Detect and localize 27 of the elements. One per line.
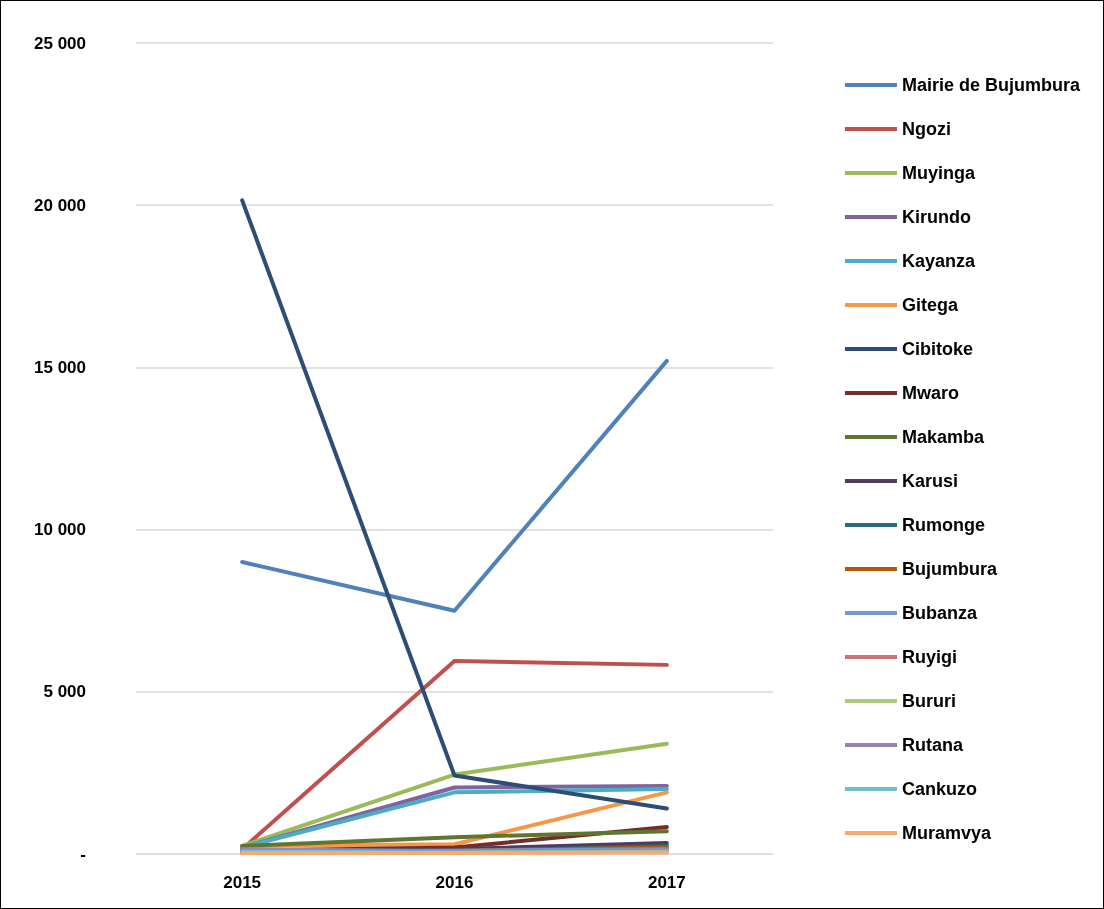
legend-label: Rutana <box>901 735 964 755</box>
x-tick-label: 2015 <box>223 873 262 892</box>
legend-label: Kirundo <box>901 207 971 227</box>
y-tick-label: 10 000 <box>34 520 86 540</box>
legend-label: Ruyigi <box>901 647 957 667</box>
y-tick-label: 15 000 <box>34 357 86 377</box>
legend-label: Bujumbura <box>901 559 998 579</box>
legend-label: Muyinga <box>901 163 976 183</box>
x-tick-label: 2016 <box>435 873 474 892</box>
legend-label: Gitega <box>901 295 959 315</box>
legend-label: Cibitoke <box>901 339 973 359</box>
legend-label: Makamba <box>901 427 985 447</box>
legend-label: Ngozi <box>901 119 951 139</box>
y-tick-label: 25 000 <box>34 33 86 53</box>
y-tick-label: 5 000 <box>43 682 86 702</box>
legend-label: Cankuzo <box>901 779 977 799</box>
legend-label: Karusi <box>901 471 958 491</box>
legend-label: Kayanza <box>901 251 976 271</box>
legend-label: Muramvya <box>901 823 992 843</box>
legend-label: Rumonge <box>901 515 985 535</box>
y-tick-label: - <box>80 844 86 864</box>
legend-label: Mwaro <box>901 383 959 403</box>
legend-label: Mairie de Bujumbura <box>901 75 1081 95</box>
x-tick-label: 2017 <box>647 873 686 892</box>
legend-label: Bubanza <box>901 603 978 623</box>
legend-label: Bururi <box>901 691 956 711</box>
y-tick-label: 20 000 <box>34 195 86 215</box>
